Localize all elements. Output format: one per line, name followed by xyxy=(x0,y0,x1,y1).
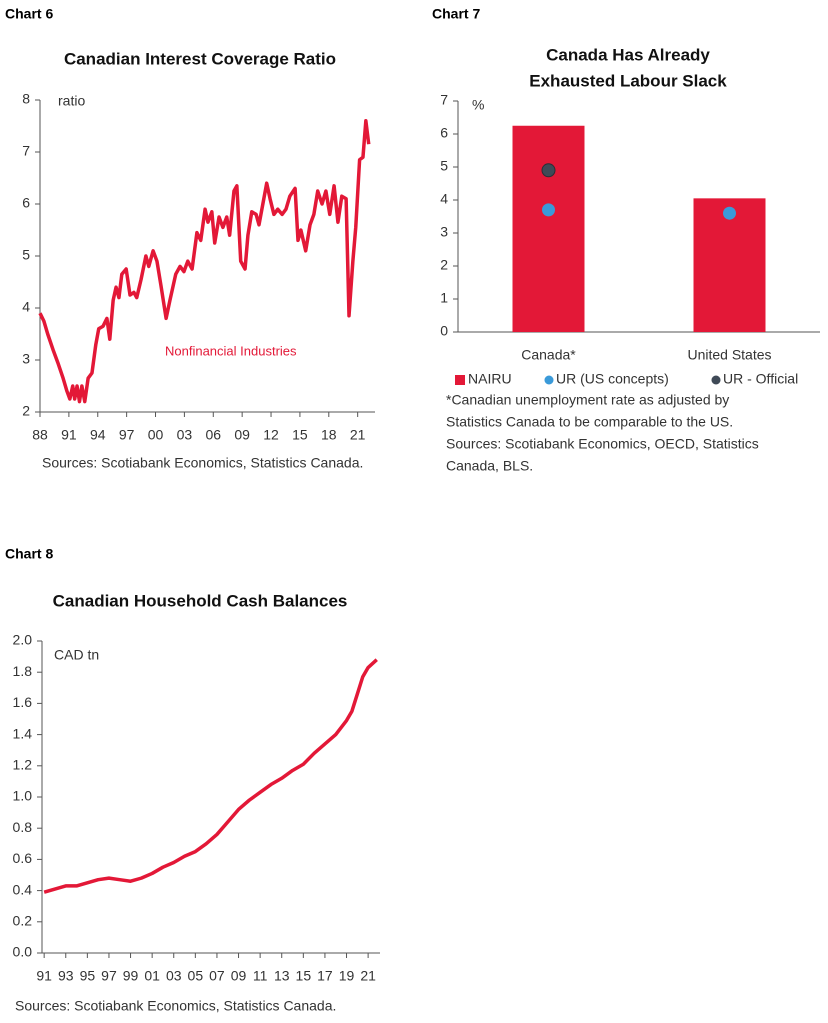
x-tick-label: United States xyxy=(687,347,771,363)
y-tick-label: 4 xyxy=(22,299,30,315)
source: Sources: Scotiabank Economics, OECD, Sta… xyxy=(446,436,759,452)
x-tick-label: 05 xyxy=(188,968,204,984)
source: Sources: Scotiabank Economics, Statistic… xyxy=(42,455,363,471)
x-tick-label: 09 xyxy=(231,968,247,984)
y-tick-label: 7 xyxy=(22,143,30,159)
x-tick-label: 18 xyxy=(321,427,337,443)
y-tick-label: 1 xyxy=(440,290,448,306)
x-tick-label: 97 xyxy=(101,968,117,984)
x-tick-label: 17 xyxy=(317,968,333,984)
y-tick-label: 1.4 xyxy=(13,725,33,741)
x-tick-label: 12 xyxy=(263,427,279,443)
y-tick-label: 0.0 xyxy=(13,944,33,960)
x-tick-label: 01 xyxy=(144,968,160,984)
chart-title: Canada Has Already xyxy=(546,45,710,64)
x-tick-label: 03 xyxy=(177,427,193,443)
x-tick-label: 99 xyxy=(123,968,139,984)
x-tick-label: 19 xyxy=(339,968,355,984)
series-label: Nonfinancial Industries xyxy=(165,343,297,358)
source: Canada, BLS. xyxy=(446,458,533,474)
x-tick-label: 94 xyxy=(90,427,106,443)
legend-swatch xyxy=(455,375,465,385)
y-tick-label: 6 xyxy=(440,125,448,141)
bar xyxy=(512,125,585,332)
x-tick-label: 06 xyxy=(205,427,221,443)
source: Sources: Scotiabank Economics, Statistic… xyxy=(15,998,336,1014)
x-tick-label: 03 xyxy=(166,968,182,984)
legend-swatch xyxy=(544,375,554,385)
y-tick-label: 3 xyxy=(440,224,448,240)
y-tick-label: 2 xyxy=(22,403,30,419)
footnote: *Canadian unemployment rate as adjusted … xyxy=(446,392,729,408)
y-tick-label: 2 xyxy=(440,257,448,273)
line-series xyxy=(38,119,371,404)
y-tick-label: 1.0 xyxy=(13,788,33,804)
x-tick-label: 13 xyxy=(274,968,290,984)
y-tick-label: 0.4 xyxy=(13,881,33,897)
x-tick-label: 07 xyxy=(209,968,225,984)
y-unit-label: CAD tn xyxy=(54,647,99,663)
x-tick-label: 93 xyxy=(58,968,74,984)
y-tick-label: 6 xyxy=(22,195,30,211)
x-tick-label: 88 xyxy=(32,427,48,443)
x-tick-label: 21 xyxy=(350,427,366,443)
legend-label: NAIRU xyxy=(468,371,512,387)
x-tick-label: Canada* xyxy=(521,347,576,363)
x-tick-label: 15 xyxy=(296,968,312,984)
y-tick-label: 7 xyxy=(440,92,448,108)
y-unit-label: ratio xyxy=(58,93,85,109)
chart-title: Canadian Household Cash Balances xyxy=(53,591,348,610)
x-tick-label: 91 xyxy=(61,427,77,443)
y-tick-label: 5 xyxy=(22,247,30,263)
x-tick-label: 91 xyxy=(36,968,52,984)
y-tick-label: 0 xyxy=(440,323,448,339)
y-tick-label: 1.8 xyxy=(13,663,33,679)
y-tick-label: 8 xyxy=(22,91,30,107)
y-tick-label: 4 xyxy=(440,191,448,207)
line-series xyxy=(43,658,378,894)
chart-title: Canadian Interest Coverage Ratio xyxy=(64,49,336,68)
chart-label: Chart 6 xyxy=(5,6,53,22)
x-tick-label: 15 xyxy=(292,427,308,443)
chart-title: Exhausted Labour Slack xyxy=(529,71,727,90)
chart-label: Chart 7 xyxy=(432,6,480,22)
dot xyxy=(542,203,555,217)
footnote: Statistics Canada to be comparable to th… xyxy=(446,414,733,430)
y-tick-label: 1.2 xyxy=(13,757,33,773)
chart-label: Chart 8 xyxy=(5,546,53,562)
dot xyxy=(541,163,556,178)
x-tick-label: 97 xyxy=(119,427,135,443)
y-unit-label: % xyxy=(472,97,484,113)
dot xyxy=(723,206,736,220)
y-tick-label: 5 xyxy=(440,158,448,174)
y-tick-label: 3 xyxy=(22,351,30,367)
y-tick-label: 2.0 xyxy=(13,632,33,648)
x-tick-label: 11 xyxy=(253,968,268,984)
x-tick-label: 00 xyxy=(148,427,164,443)
legend-label: UR - Official xyxy=(723,371,798,387)
y-tick-label: 0.8 xyxy=(13,819,33,835)
x-tick-label: 21 xyxy=(360,968,376,984)
legend-label: UR (US concepts) xyxy=(556,371,669,387)
x-tick-label: 95 xyxy=(80,968,96,984)
x-tick-label: 09 xyxy=(234,427,250,443)
y-tick-label: 1.6 xyxy=(13,694,33,710)
y-tick-label: 0.6 xyxy=(13,850,33,866)
bar xyxy=(693,198,766,332)
y-tick-label: 0.2 xyxy=(13,913,33,929)
legend-swatch xyxy=(711,375,721,385)
